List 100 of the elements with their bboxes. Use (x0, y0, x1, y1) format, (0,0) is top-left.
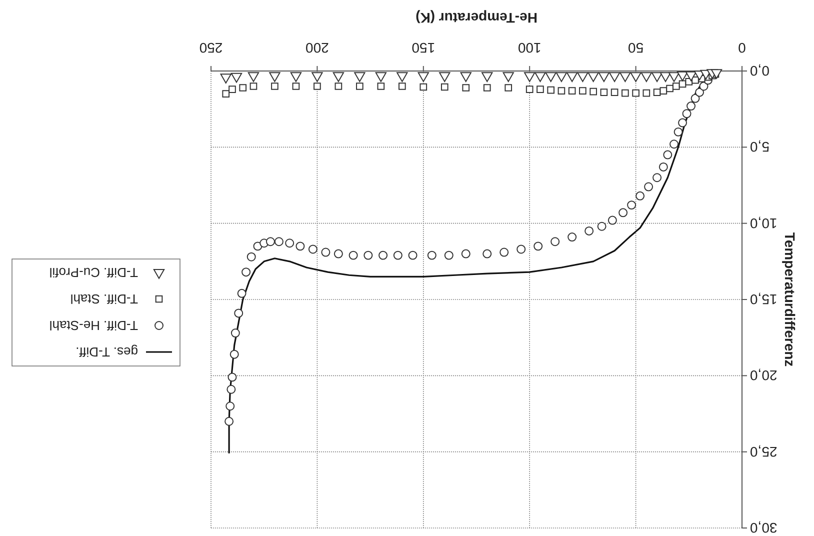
point (220, 74, 232, 84)
point (222, 90, 230, 98)
x-tick-label: 50 (628, 40, 644, 56)
point (237, 288, 246, 298)
legend-label: T-Diff. Stahl (70, 292, 138, 306)
point (500, 248, 509, 257)
point (651, 72, 663, 82)
point (676, 71, 688, 82)
point (440, 83, 448, 91)
point (504, 84, 512, 92)
point (690, 94, 700, 103)
point (663, 150, 672, 160)
point (427, 250, 436, 260)
point (627, 200, 636, 210)
point (408, 250, 418, 260)
point (230, 72, 242, 83)
point (536, 86, 544, 93)
point (620, 72, 631, 82)
point (462, 84, 470, 92)
point (332, 72, 344, 82)
point (524, 72, 536, 82)
point (348, 250, 358, 260)
point (526, 86, 534, 93)
point (547, 86, 554, 94)
point (597, 222, 606, 231)
point (660, 87, 668, 94)
point (461, 249, 470, 258)
y-tick-label: 15,0 (750, 292, 778, 308)
legend-label: T-Diff. Cu-Profil (49, 265, 138, 280)
point (584, 226, 594, 236)
x-axis-title: He-Temperatur (K) (416, 10, 538, 26)
point (224, 416, 234, 426)
legend-label: ges. T-Diff. (76, 344, 138, 360)
point (658, 162, 668, 172)
point (534, 242, 543, 251)
point (308, 244, 318, 254)
point (375, 72, 387, 82)
point (682, 109, 692, 118)
point (590, 88, 597, 96)
y-axis-title: Temperaturdifferenz (782, 232, 798, 367)
y-tick-label: 10,0 (750, 215, 778, 232)
point (285, 238, 294, 248)
point (242, 268, 251, 277)
point (269, 72, 280, 82)
point (312, 72, 323, 82)
point (290, 72, 302, 82)
point (588, 72, 599, 82)
point (266, 237, 275, 246)
point (678, 118, 688, 128)
point (710, 69, 722, 79)
point (356, 82, 364, 90)
point (296, 242, 305, 251)
point (334, 249, 343, 258)
point (636, 191, 645, 200)
point (674, 127, 683, 136)
point (502, 72, 514, 82)
point (377, 82, 385, 90)
point (444, 250, 454, 260)
point (642, 89, 650, 97)
point (566, 72, 578, 82)
point (632, 89, 640, 97)
point (666, 84, 674, 92)
point (660, 72, 672, 82)
point (460, 72, 472, 82)
point (668, 72, 680, 82)
point (577, 72, 588, 82)
x-tick-label: 250 (199, 40, 223, 56)
point (598, 72, 610, 82)
point (568, 232, 577, 242)
point (686, 102, 696, 111)
point (439, 72, 450, 82)
point (334, 82, 342, 90)
point (534, 72, 546, 82)
point (652, 173, 662, 182)
point (579, 87, 586, 94)
point (610, 88, 618, 96)
point (364, 250, 373, 260)
point (545, 72, 556, 82)
point (230, 350, 239, 359)
point (228, 86, 236, 93)
point (600, 88, 608, 96)
point (516, 244, 526, 254)
point (618, 208, 628, 218)
point (568, 87, 576, 94)
point (250, 82, 258, 90)
point (483, 84, 491, 92)
y-tick-label: 0,0 (750, 63, 770, 79)
point (482, 72, 493, 82)
legend-label: T-Diff. He-Stahl (49, 318, 138, 333)
point (608, 72, 620, 82)
point (378, 250, 388, 260)
point (644, 182, 654, 192)
point (234, 308, 244, 318)
point (550, 237, 560, 246)
point (314, 82, 321, 90)
point (398, 82, 406, 90)
point (248, 72, 260, 82)
point (608, 216, 617, 225)
point (695, 88, 704, 97)
y-tick-label: 25,0 (750, 444, 778, 460)
